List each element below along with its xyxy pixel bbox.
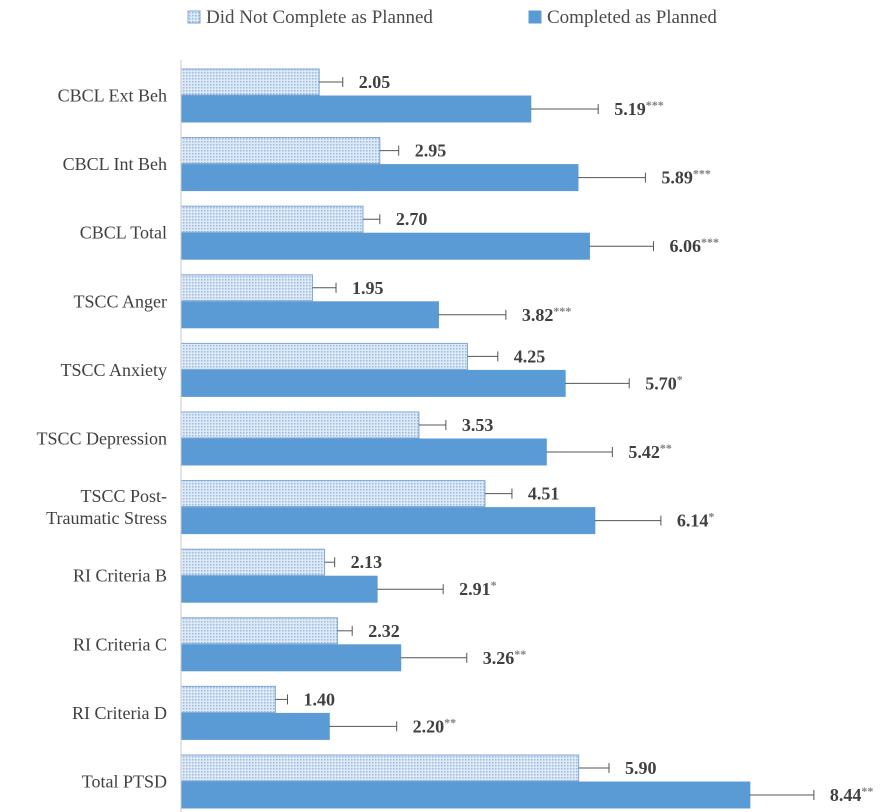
bar-did-not-complete: [180, 480, 486, 508]
bar-completed: [180, 232, 590, 260]
category-label: RI Criteria B: [73, 566, 167, 586]
legend-swatch-1: [528, 10, 542, 24]
category-label: TSCC Anger: [73, 291, 167, 311]
bar-did-not-complete: [180, 205, 364, 233]
bar-completed: [180, 712, 330, 740]
bar-did-not-complete: [180, 274, 313, 302]
data-label: 2.20**: [413, 715, 457, 736]
bar-completed: [180, 575, 378, 603]
category-label: RI Criteria C: [73, 634, 167, 654]
category-label: CBCL Int Beh: [63, 154, 167, 174]
bar-completed: [180, 507, 596, 535]
bar-completed: [180, 438, 547, 466]
bar-completed: [180, 644, 402, 672]
data-label: 5.70*: [645, 372, 683, 393]
category-label: TSCC Depression: [37, 429, 168, 449]
data-label: 3.53: [462, 415, 494, 435]
data-label: 2.95: [415, 141, 447, 161]
data-label: 5.42**: [628, 441, 672, 462]
plot-area: CBCL Ext Beh 2.05 5.19*** CBCL Int Beh 2.95 5…: [37, 60, 874, 812]
category-label: CBCL Ext Beh: [58, 86, 167, 106]
bar-completed: [180, 369, 566, 397]
data-label: 2.70: [396, 209, 428, 229]
data-label: 2.32: [368, 621, 400, 641]
legend-label-1: Completed as Planned: [547, 7, 717, 28]
data-label: 1.95: [352, 278, 384, 298]
category-label: RI Criteria D: [72, 703, 167, 723]
category-label: CBCL Total: [80, 223, 167, 243]
legend: Did Not Complete as Planned Completed as …: [187, 7, 717, 28]
data-label: 5.89***: [661, 167, 711, 188]
data-label: 4.51: [528, 484, 560, 504]
data-label: 2.13: [351, 552, 383, 572]
bar-did-not-complete: [180, 411, 420, 439]
bar-completed: [180, 781, 751, 809]
legend-label-0: Did Not Complete as Planned: [206, 7, 433, 28]
bar-did-not-complete: [180, 685, 276, 713]
bar-completed: [180, 95, 532, 123]
category-label: TSCC Anxiety: [60, 360, 167, 380]
legend-swatch-0: [187, 10, 201, 24]
data-label: 1.40: [303, 689, 335, 709]
bar-did-not-complete: [180, 617, 338, 645]
data-label: 5.19***: [614, 98, 664, 119]
category-label: TSCC Post-Traumatic Stress: [46, 486, 167, 528]
bar-did-not-complete: [180, 754, 580, 782]
data-label: 8.44**: [830, 784, 874, 805]
bar-completed: [180, 164, 579, 192]
data-label: 6.14*: [677, 510, 715, 531]
data-label: 4.25: [514, 346, 546, 366]
bar-did-not-complete: [180, 68, 320, 96]
data-label: 3.82***: [522, 304, 572, 325]
data-label: 2.05: [359, 72, 391, 92]
category-label: Total PTSD: [82, 772, 167, 792]
bar-did-not-complete: [180, 548, 326, 576]
data-label: 5.90: [625, 758, 657, 778]
bar-did-not-complete: [180, 137, 381, 165]
bar-completed: [180, 301, 439, 329]
bar-did-not-complete: [180, 342, 468, 370]
data-label: 2.91*: [459, 578, 497, 599]
data-label: 6.06***: [669, 235, 719, 256]
data-label: 3.26**: [483, 647, 527, 668]
